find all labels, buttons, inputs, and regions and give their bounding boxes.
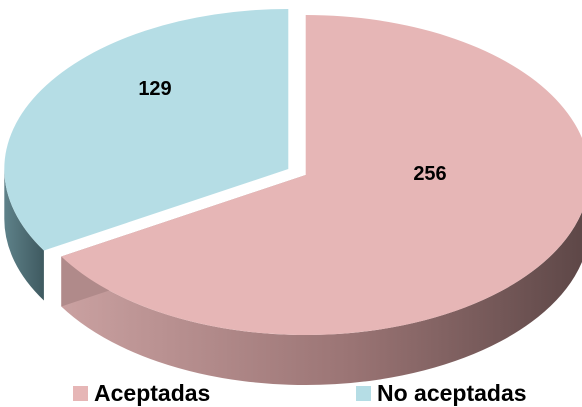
pie-slice-aceptadas [61, 15, 582, 386]
legend-item-aceptadas: Aceptadas [73, 379, 211, 406]
pie-side-no-aceptadas [4, 169, 44, 301]
pie-slice-no-aceptadas [4, 9, 289, 301]
legend-swatch-aceptadas [73, 385, 88, 401]
pie-top-no-aceptadas [4, 9, 289, 251]
pie-top-aceptadas [61, 15, 582, 335]
pie-side-aceptadas [61, 211, 582, 386]
legend-label-no-aceptadas: No aceptadas [377, 379, 527, 406]
legend-item-no-aceptadas: No aceptadas [356, 379, 527, 406]
legend-label-aceptadas: Aceptadas [94, 379, 211, 406]
data-label-no-aceptadas: 129 [138, 78, 171, 100]
data-label-aceptadas: 256 [413, 163, 446, 185]
legend-swatch-no-aceptadas [356, 385, 371, 401]
